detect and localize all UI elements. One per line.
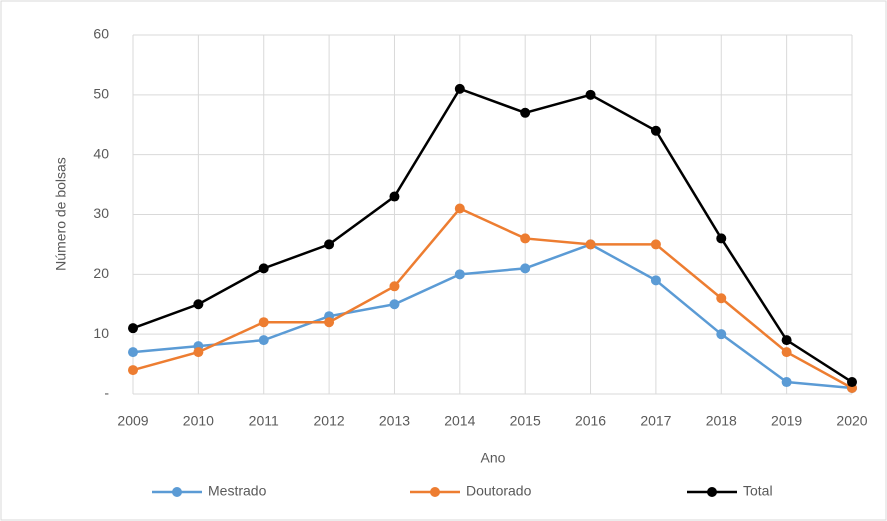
series-line xyxy=(132,87,853,384)
point xyxy=(389,281,400,292)
point xyxy=(128,365,138,376)
point xyxy=(716,233,727,244)
point xyxy=(454,83,465,94)
point xyxy=(128,323,138,334)
point xyxy=(324,317,335,328)
x-tick-label: 2019 xyxy=(771,413,802,429)
x-tick-label: 2009 xyxy=(117,413,148,429)
series-line xyxy=(132,206,853,390)
point xyxy=(781,335,792,346)
point xyxy=(520,107,531,118)
point xyxy=(781,377,792,388)
point xyxy=(454,269,465,280)
point xyxy=(781,347,792,358)
point xyxy=(454,203,465,214)
x-tick-label: 2013 xyxy=(379,413,410,429)
point xyxy=(193,299,204,310)
point xyxy=(520,233,531,244)
point xyxy=(650,239,661,250)
point xyxy=(585,239,596,250)
x-tick-label: 2018 xyxy=(706,413,737,429)
x-tick-label: 2017 xyxy=(640,413,671,429)
x-tick-label: 2020 xyxy=(836,413,867,429)
x-tick-label: 2011 xyxy=(249,413,279,429)
point xyxy=(389,299,400,310)
point xyxy=(716,329,727,340)
x-tick-label: 2010 xyxy=(183,413,214,429)
y-axis-label: Número de bolsas xyxy=(53,157,69,271)
point xyxy=(650,275,661,286)
y-tick-label: 50 xyxy=(93,86,109,102)
legend-marker xyxy=(707,487,717,497)
point xyxy=(585,89,596,100)
series-line xyxy=(132,243,853,390)
point xyxy=(324,239,335,250)
y-tick-label: 60 xyxy=(93,26,109,42)
point xyxy=(258,317,269,328)
y-tick-label: - xyxy=(104,385,109,401)
y-tick-label: 10 xyxy=(93,325,109,341)
point xyxy=(520,263,531,274)
point xyxy=(258,263,269,274)
y-tick-label: 40 xyxy=(93,145,109,161)
point xyxy=(389,191,400,202)
point xyxy=(258,335,269,346)
legend-label: Mestrado xyxy=(208,483,267,499)
point xyxy=(128,347,138,358)
point xyxy=(716,293,727,304)
legend-label: Doutorado xyxy=(466,483,532,499)
x-tick-label: 2016 xyxy=(575,413,606,429)
point xyxy=(847,377,857,388)
y-tick-label: 20 xyxy=(93,265,109,281)
x-tick-label: 2014 xyxy=(444,413,475,429)
legend-marker xyxy=(172,487,182,497)
point xyxy=(193,347,204,358)
x-tick-label: 2012 xyxy=(314,413,345,429)
legend-label: Total xyxy=(743,483,773,499)
y-tick-label: 30 xyxy=(93,205,109,221)
legend-marker xyxy=(430,487,440,497)
x-axis-label: Ano xyxy=(481,450,506,466)
point xyxy=(650,125,661,136)
x-tick-label: 2015 xyxy=(510,413,541,429)
